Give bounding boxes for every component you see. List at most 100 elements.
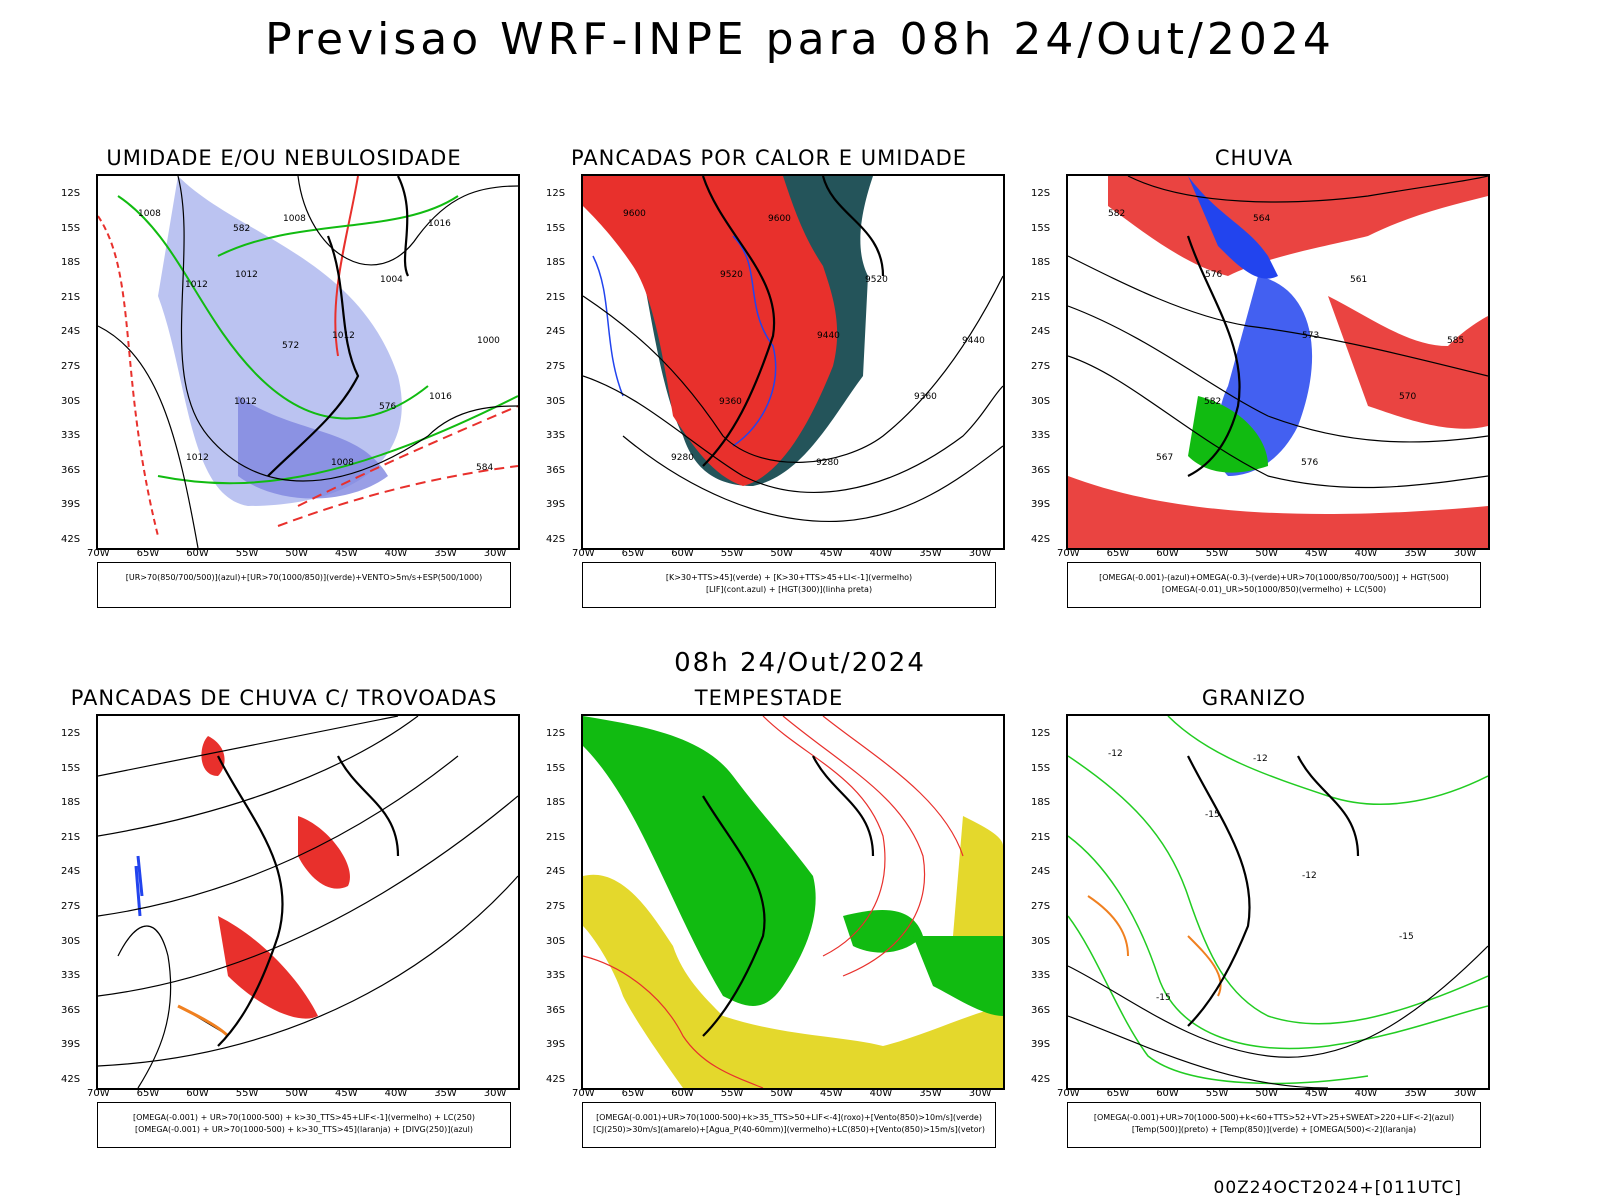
panel-title: TEMPESTADE: [694, 686, 844, 710]
lon-label: 30W: [1453, 1088, 1477, 1099]
lon-label: 60W: [1156, 548, 1179, 559]
panel-title: UMIDADE E/OU NEBULOSIDADE: [106, 146, 462, 170]
panel-pancadas-calor: PANCADAS POR CALOR E UMIDADE 9600 9520 944…: [534, 146, 1005, 631]
lat-label: 24S: [546, 866, 566, 878]
panel-legend: [OMEGA(-0.001)+UR>70(1000-500)+k>35_TTS>…: [582, 1102, 996, 1148]
contour-label: 1016: [429, 392, 452, 402]
lat-label: 21S: [1031, 831, 1051, 843]
lon-label: 35W: [919, 548, 942, 559]
lat-label: 24S: [61, 866, 81, 878]
map-umidade: 1008 1012 1012 1016 1012 1008 1004 1000 1012 1008…: [96, 174, 520, 550]
lat-label: 36S: [546, 1004, 566, 1016]
map-tempestade: [581, 714, 1005, 1090]
contour-label: 585: [1447, 336, 1464, 346]
lat-label: 18S: [61, 797, 81, 809]
contour-label: -12: [1108, 749, 1123, 759]
panel-title: CHUVA: [1214, 146, 1294, 170]
contour-label: -15: [1156, 993, 1171, 1003]
panel-legend: [OMEGA(-0.001)-(azul)+OMEGA(-0.3)-(verde…: [1067, 562, 1481, 608]
lat-label: 12S: [61, 188, 81, 199]
lon-label: 45W: [335, 548, 358, 559]
lat-label: 27S: [546, 901, 566, 912]
lon-label: 40W: [869, 1088, 893, 1099]
contour-label: 9280: [816, 458, 839, 468]
lat-label: 42S: [61, 1074, 81, 1085]
lat-label: 33S: [1031, 430, 1051, 442]
lon-label: 60W: [186, 1088, 209, 1099]
contour-label: -15: [1399, 932, 1414, 942]
lat-label: 33S: [546, 430, 566, 442]
panel-trovoadas: PANCADAS DE CHUVA C/ TROVOADAS 12S 15S 18S…: [49, 686, 520, 1171]
lon-label: 65W: [1106, 548, 1130, 559]
lon-label: 50W: [770, 1088, 794, 1099]
contour-label: -12: [1302, 871, 1317, 881]
legend-line: [OMEGA(-0.001) + UR>70(1000-500) + k>30_…: [134, 1125, 474, 1134]
contour-label: 1000: [477, 336, 500, 346]
contour-label: 1008: [138, 209, 161, 219]
lon-label: 70W: [572, 548, 595, 559]
lat-label: 15S: [546, 762, 566, 774]
lon-label: 60W: [186, 548, 209, 559]
lon-label: 65W: [1106, 1088, 1130, 1099]
lon-label: 40W: [1354, 548, 1378, 559]
lat-label: 15S: [546, 222, 566, 234]
contour-label: 572: [282, 341, 299, 351]
lat-label: 33S: [546, 970, 566, 982]
lon-label: 55W: [1205, 1088, 1229, 1099]
panel-title: PANCADAS POR CALOR E UMIDADE: [570, 146, 968, 170]
contour-label: 573: [1302, 331, 1319, 341]
contour-label: 9520: [865, 275, 888, 285]
contour-label: 582: [1204, 397, 1221, 407]
lat-label: 15S: [61, 762, 81, 774]
lat-label: 36S: [61, 1004, 81, 1016]
lon-label: 55W: [235, 1088, 259, 1099]
contour-label: 1012: [185, 280, 208, 290]
lat-label: 36S: [546, 464, 566, 476]
lon-label: 40W: [384, 1088, 408, 1099]
legend-line: [UR>70(850/700/500)](azul)+[UR>70(1000/8…: [125, 573, 483, 582]
lat-label: 30S: [1031, 395, 1051, 407]
panel-title: PANCADAS DE CHUVA C/ TROVOADAS: [70, 686, 498, 710]
lon-label: 65W: [621, 1088, 645, 1099]
panel-granizo: GRANIZO -12 -15 -12 -15 -15 -12 12S 15S 18S 21S 2…: [1019, 686, 1490, 1171]
lat-label: 21S: [61, 831, 81, 843]
lat-label: 36S: [1031, 1004, 1051, 1016]
lat-label: 42S: [61, 534, 81, 545]
lat-label: 12S: [61, 728, 81, 739]
contour-label: 1012: [332, 331, 355, 341]
lon-label: 50W: [1255, 548, 1279, 559]
legend-line: [Temp(500)](preto) + [Temp(850)](verde) …: [1131, 1125, 1417, 1134]
map-granizo-graphic: -12 -15 -12 -15 -15 -12: [1068, 716, 1488, 1088]
map-trovoadas: [96, 714, 520, 1090]
lon-label: 70W: [87, 548, 110, 559]
lon-label: 30W: [1453, 548, 1477, 559]
lat-label: 42S: [546, 1074, 566, 1085]
legend-line: [CJ(250)>30m/s](amarelo)+[Agua_P(40-60mm…: [593, 1125, 985, 1134]
map-chuva-graphic: 582 576 573 570 567 564 561 585 582 576: [1068, 176, 1488, 548]
map-pancadas-calor: 9600 9520 9440 9360 9280 9600 9520 9440 9360 9280: [581, 174, 1005, 550]
contour-label: 584: [476, 463, 493, 473]
lat-label: 30S: [546, 395, 566, 407]
legend-line: [OMEGA(-0.01)_UR>50(1000/850)(vermelho) …: [1161, 585, 1387, 594]
lat-label: 30S: [61, 395, 81, 407]
lon-label: 50W: [1255, 1088, 1279, 1099]
legend-line: [K>30+TTS>45](verde) + [K>30+TTS>45+LI<-…: [665, 573, 913, 582]
contour-label: 1012: [235, 270, 258, 280]
contour-label: 1008: [331, 458, 354, 468]
lon-label: 70W: [87, 1088, 110, 1099]
lat-label: 30S: [1031, 935, 1051, 947]
contour-label: 9440: [817, 331, 840, 341]
lon-label: 40W: [869, 548, 893, 559]
panel-chuva: CHUVA 582 576 573 570 567 564 561 585 582 576 12S…: [1019, 146, 1490, 631]
lat-label: 39S: [1031, 499, 1051, 511]
legend-line: [LIF](cont.azul) + [HGT(300)](linha pret…: [705, 585, 873, 594]
panel-legend: [OMEGA(-0.001) + UR>70(1000-500) + k>30_…: [97, 1102, 511, 1148]
lat-label: 33S: [61, 430, 81, 442]
lon-label: 55W: [720, 1088, 744, 1099]
lat-label: 24S: [1031, 326, 1051, 338]
map-tempestade-graphic: [583, 716, 1003, 1088]
contour-label: 582: [233, 224, 250, 234]
lon-label: 30W: [968, 1088, 992, 1099]
lat-label: 18S: [546, 797, 566, 809]
panel-title: GRANIZO: [1201, 686, 1307, 710]
